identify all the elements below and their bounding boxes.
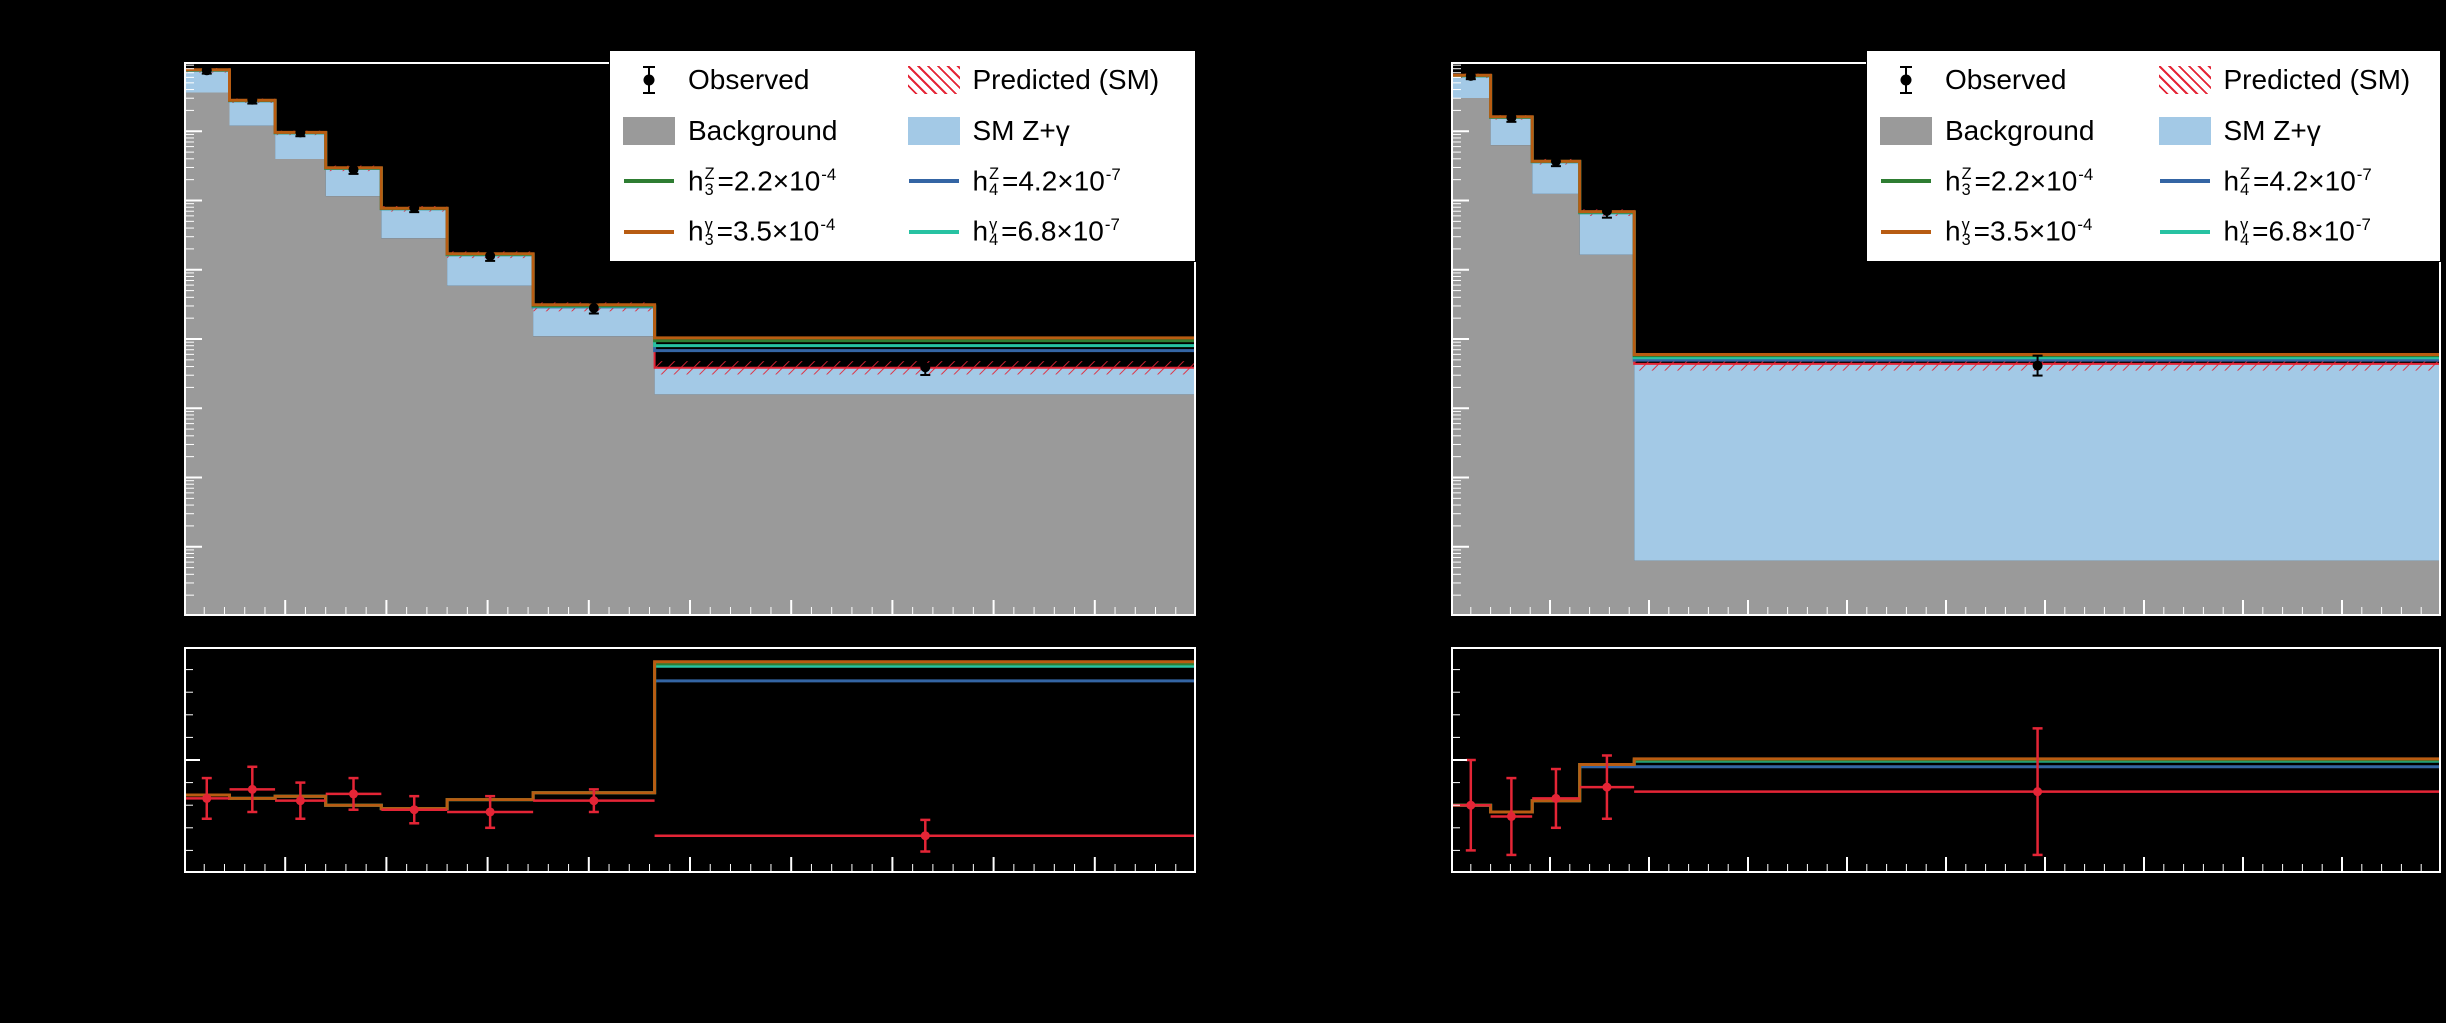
legend-sm-zgamma-label: SM Z+γ xyxy=(2223,114,2321,146)
legend-predicted-label: Predicted (SM) xyxy=(2223,64,2411,96)
legend-entry-h4z: h Z 4 =4.2×10-7 xyxy=(2156,156,2435,207)
observed-marker-icon xyxy=(620,65,678,95)
legend-entry-h4z: h Z 4 =4.2×10-7 xyxy=(905,156,1190,207)
legend-h4gamma-label: h γ 4 =6.8×10-7 xyxy=(2223,215,2371,249)
observed-points xyxy=(1465,70,2043,377)
x-axis-ticks xyxy=(203,600,1177,614)
legend-entry-observed: Observed xyxy=(620,55,905,106)
ratio-observed-points xyxy=(1451,727,2441,857)
h4gamma-line-icon xyxy=(905,229,963,234)
legend-observed-label: Observed xyxy=(688,64,810,96)
legend-predicted-label: Predicted (SM) xyxy=(972,64,1160,96)
legend-observed-label: Observed xyxy=(1945,64,2067,96)
y-axis-log-ticks xyxy=(186,64,202,596)
x-axis-ticks xyxy=(1470,600,2422,614)
legend-h3gamma-label: h γ 3 =3.5×10-4 xyxy=(1945,215,2093,249)
legend-h3gamma-label: h γ 3 =3.5×10-4 xyxy=(688,215,836,249)
legend-entry-h4gamma: h γ 4 =6.8×10-7 xyxy=(905,207,1190,258)
plot-frame xyxy=(1451,647,2441,873)
ratio-y-axis-ticks xyxy=(186,669,200,851)
h3gamma-line-icon xyxy=(620,229,678,234)
right-ratio-plot xyxy=(1451,647,2441,873)
ratio-h3z-line xyxy=(184,662,1196,811)
legend-h4z-label: h Z 4 =4.2×10-7 xyxy=(2223,164,2372,199)
legend-entry-h3gamma: h γ 3 =3.5×10-4 xyxy=(620,207,905,258)
legend-entry-h3z: h Z 3 =2.2×10-4 xyxy=(1877,156,2156,207)
left-ratio-plot xyxy=(184,647,1196,873)
ratio-h4z-line xyxy=(184,679,1196,811)
legend-h3z-label: h Z 3 =2.2×10-4 xyxy=(1945,164,2094,199)
observed-points xyxy=(201,65,931,377)
predicted-sm-hatch-icon xyxy=(2156,66,2214,95)
plot-frame xyxy=(184,647,1196,873)
sm-zgamma-fill-icon xyxy=(2156,116,2214,145)
ratio-h4z-line xyxy=(1451,765,2441,814)
y-axis-log-ticks xyxy=(1453,64,1469,596)
background-fill-icon xyxy=(620,116,678,145)
right-main-plot xyxy=(1451,62,2441,616)
legend-sm-zgamma-label: SM Z+γ xyxy=(972,114,1070,146)
legend-background-label: Background xyxy=(1945,114,2095,146)
x-axis-ticks xyxy=(203,857,1177,871)
h3z-line-icon xyxy=(1877,179,1935,184)
legend-h4gamma-label: h γ 4 =6.8×10-7 xyxy=(972,215,1120,249)
h4z-line-icon xyxy=(905,179,963,184)
legend-entry-predicted: Predicted (SM) xyxy=(2156,55,2435,106)
legend-entry-observed: Observed xyxy=(1877,55,2156,106)
legend-entry-background: Background xyxy=(620,106,905,157)
ratio-h4gamma-line xyxy=(184,664,1196,811)
legend-entry-h3gamma: h γ 3 =3.5×10-4 xyxy=(1877,207,2156,258)
legend-h3z-label: h Z 3 =2.2×10-4 xyxy=(688,164,837,199)
sm-zgamma-fill xyxy=(1451,75,2441,561)
legend-entry-h4gamma: h γ 4 =6.8×10-7 xyxy=(2156,207,2435,258)
h3gamma-line-icon xyxy=(1877,229,1935,234)
legend-h4z-label: h Z 4 =4.2×10-7 xyxy=(972,164,1121,199)
x-axis-ticks xyxy=(1470,857,2422,871)
h4gamma-line-icon xyxy=(2156,229,2214,234)
ratio-y-axis-ticks xyxy=(1453,669,1467,851)
ratio-h3gamma-line xyxy=(184,660,1196,811)
h3z-line-icon xyxy=(620,179,678,184)
legend-background-label: Background xyxy=(688,114,838,146)
legend-entry-background: Background xyxy=(1877,106,2156,157)
legend-right: Observed Predicted (SM) Background SM Z+… xyxy=(1866,50,2441,262)
sm-zgamma-fill xyxy=(184,70,1196,395)
background-fill xyxy=(1451,98,2441,615)
background-fill-icon xyxy=(1877,116,1935,145)
legend-entry-predicted: Predicted (SM) xyxy=(905,55,1190,106)
sm-zgamma-fill-icon xyxy=(905,116,963,145)
legend-entry-h3z: h Z 3 =2.2×10-4 xyxy=(620,156,905,207)
legend-entry-sm-zgamma: SM Z+γ xyxy=(905,106,1190,157)
legend-entry-sm-zgamma: SM Z+γ xyxy=(2156,106,2435,157)
legend-left: Observed Predicted (SM) Background SM Z+… xyxy=(609,50,1196,262)
background-fill xyxy=(184,92,1196,615)
observed-marker-icon xyxy=(1877,65,1935,95)
predicted-sm-hatch-icon xyxy=(905,66,963,95)
h4z-line-icon xyxy=(2156,179,2214,184)
ratio-observed-points xyxy=(184,765,1196,853)
